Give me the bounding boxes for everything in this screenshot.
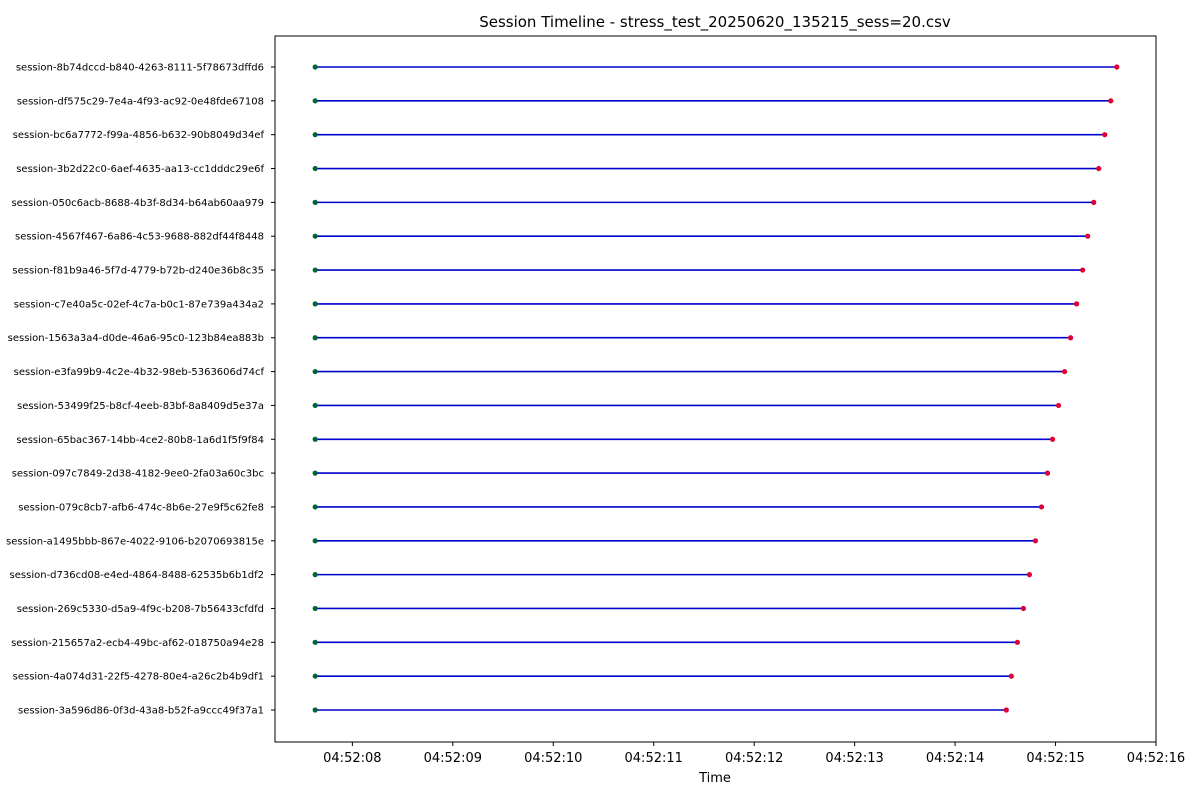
session-end-marker	[1055, 402, 1062, 409]
session-end-marker	[1108, 98, 1114, 104]
session-end-marker	[1074, 301, 1080, 307]
session-start-marker	[312, 538, 318, 544]
session-start-marker	[312, 165, 318, 172]
y-tick-label: session-097c7849-2d38-4182-9ee0-2fa03a60…	[12, 469, 264, 480]
session-start-marker	[312, 368, 318, 375]
session-start-marker	[312, 402, 318, 409]
session-end-marker	[1008, 673, 1014, 679]
session-start-marker	[312, 673, 318, 679]
x-tick-label: 04:52:16	[1127, 751, 1185, 766]
session-start-marker	[312, 267, 318, 273]
y-tick-label: session-53499f25-b8cf-4eeb-83bf-8a8409d5…	[17, 401, 264, 412]
session-end-marker	[1091, 199, 1097, 205]
session-start-marker	[312, 132, 318, 138]
session-start-marker	[312, 639, 318, 645]
session-end-marker	[1044, 470, 1051, 476]
session-start-marker	[312, 572, 318, 578]
session-start-marker	[312, 436, 318, 442]
session-start-marker	[312, 504, 318, 510]
y-tick-label: session-e3fa99b9-4c2e-4b32-98eb-5363606d…	[14, 367, 265, 378]
y-tick-label: session-a1495bbb-867e-4022-9106-b2070693…	[6, 536, 264, 547]
timeline-marks	[312, 64, 1120, 713]
x-tick-label: 04:52:09	[424, 751, 482, 766]
y-tick-label: session-df575c29-7e4a-4f93-ac92-0e48fde6…	[17, 96, 264, 107]
session-end-marker	[1003, 707, 1009, 713]
y-tick-label: session-3a596d86-0f3d-43a8-b52f-a9ccc49f…	[18, 706, 264, 717]
session-end-marker	[1068, 335, 1074, 341]
y-tick-label: session-f81b9a46-5f7d-4779-b72b-d240e36b…	[12, 266, 264, 277]
session-end-marker	[1085, 233, 1091, 239]
session-start-marker	[312, 605, 318, 612]
y-tick-label: session-050c6acb-8688-4b3f-8d34-b64ab60a…	[11, 198, 264, 209]
session-start-marker	[312, 470, 318, 476]
session-end-marker	[1080, 267, 1086, 273]
session-start-marker	[312, 233, 318, 239]
y-tick-label: session-d736cd08-e4ed-4864-8488-62535b6b…	[10, 570, 264, 581]
session-end-marker	[1032, 538, 1039, 544]
session-start-marker	[312, 301, 318, 307]
y-tick-label: session-269c5330-d5a9-4f9c-b208-7b56433c…	[17, 604, 264, 615]
x-tick-label: 04:52:15	[1026, 751, 1084, 766]
session-end-marker	[1014, 639, 1020, 645]
y-tick-label: session-4a074d31-22f5-4278-80e4-a26c2b4b…	[13, 672, 264, 683]
x-tick-label: 04:52:13	[825, 751, 883, 766]
y-tick-label: session-1563a3a4-d0de-46a6-95c0-123b84ea…	[8, 333, 264, 344]
session-start-marker	[312, 707, 318, 713]
y-tick-label: session-079c8cb7-afb6-474c-8b6e-27e9f5c6…	[18, 502, 264, 513]
session-end-marker	[1061, 368, 1068, 375]
y-tick-label: session-3b2d22c0-6aef-4635-aa13-cc1dddc2…	[16, 164, 264, 175]
x-tick-label: 04:52:14	[926, 751, 984, 766]
session-end-marker	[1114, 64, 1120, 70]
session-end-marker	[1102, 132, 1108, 138]
x-axis-ticks: 04:52:08 04:52:09 04:52:10 04:52:11 04:52:12…	[323, 742, 1185, 766]
session-start-marker	[312, 335, 318, 341]
x-tick-label: 04:52:12	[725, 751, 783, 766]
session-start-marker	[312, 98, 318, 104]
x-tick-label: 04:52:11	[625, 751, 683, 766]
plot-area-frame	[274, 35, 1157, 743]
session-end-marker	[1020, 605, 1026, 612]
x-tick-label: 04:52:08	[323, 751, 381, 766]
x-axis-label: Time	[698, 771, 731, 786]
session-end-marker	[1096, 165, 1102, 172]
chart-title: Session Timeline - stress_test_20250620_…	[479, 13, 951, 32]
y-tick-label: session-c7e40a5c-02ef-4c7a-b0c1-87e739a4…	[14, 299, 264, 310]
y-tick-label: session-65bac367-14bb-4ce2-80b8-1a6d1f5f…	[16, 435, 264, 446]
y-axis-ticks: session-8b74dccd-b840-4263-8111-5f78673d…	[6, 63, 275, 717]
y-tick-label: session-4567f467-6a86-4c53-9688-882df44f…	[15, 232, 264, 243]
session-start-marker	[312, 199, 318, 205]
y-tick-label: session-bc6a7772-f99a-4856-b632-90b8049d…	[13, 130, 265, 141]
session-end-marker	[1049, 436, 1056, 442]
session-end-marker	[1026, 572, 1033, 578]
session-start-marker	[312, 64, 318, 70]
session-end-marker	[1038, 504, 1045, 510]
y-tick-label: session-8b74dccd-b840-4263-8111-5f78673d…	[16, 63, 264, 74]
x-tick-label: 04:52:10	[524, 751, 582, 766]
y-tick-label: session-215657a2-ecb4-49bc-af62-018750a9…	[11, 638, 264, 649]
